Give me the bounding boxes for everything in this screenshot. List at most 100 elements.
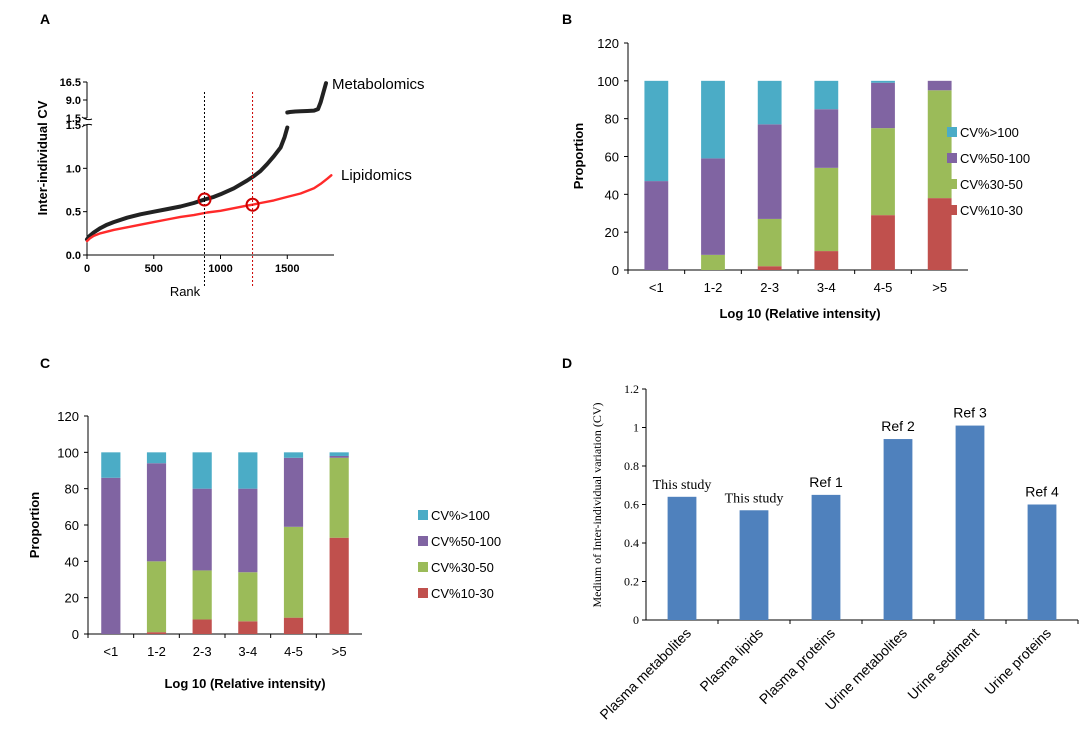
d-bar — [811, 494, 841, 620]
panel-c-x-axis-label: Log 10 (Relative intensity) — [164, 676, 325, 691]
a-series-line-2 — [85, 174, 333, 243]
legend-label: CV%50-100 — [431, 534, 501, 549]
panel-a-annotation-metabolomics: Metabolomics — [332, 76, 425, 93]
x-tick-label: 1-2 — [147, 644, 166, 659]
bar-segment — [329, 455, 349, 458]
a-axis-break-upper — [81, 116, 93, 121]
y-tick-label: 100 — [57, 445, 79, 460]
d-x-tick-label: Plasma lipids — [696, 625, 766, 695]
d-y-tick-label: 0.8 — [624, 459, 639, 473]
d-bar-label: This study — [725, 491, 784, 506]
bar-segment — [192, 488, 212, 571]
bar-segment — [927, 90, 952, 199]
bar-segment — [644, 181, 669, 270]
y-tick-label: 100 — [597, 74, 619, 89]
bar-segment — [283, 452, 304, 458]
bar-segment — [238, 452, 258, 489]
panel-label-c: C — [40, 355, 50, 371]
panel-a-y-axis-label: Inter-individual CV — [35, 100, 50, 215]
panel-d-y-axis-label: Medium of Inter-individual variation (CV… — [590, 402, 604, 607]
panel-b-x-axis-label: Log 10 (Relative intensity) — [719, 306, 880, 321]
bar-segment — [101, 452, 121, 478]
a-y-tick-label: 1.5 — [66, 120, 81, 132]
bar-segment — [192, 619, 212, 634]
bar-segment — [701, 158, 725, 255]
panel-c-legend: CV%>100 CV%50-100 CV%30-50 CV%10-30 — [418, 508, 501, 601]
bar-segment — [814, 80, 839, 110]
legend-label: CV%30-50 — [960, 177, 1023, 192]
d-x-tick-label: Plasma metabolites — [596, 625, 694, 723]
bar-segment — [329, 452, 349, 456]
a-series-line-0 — [85, 125, 290, 242]
y-tick-label: 40 — [65, 554, 79, 569]
x-tick-label: >5 — [332, 644, 347, 659]
bar-segment — [146, 463, 167, 562]
bar-segment — [927, 198, 952, 270]
legend-label: CV%30-50 — [431, 560, 494, 575]
legend-swatch — [947, 153, 957, 163]
a-y-tick-label: 1.0 — [66, 163, 81, 175]
a-x-tick-label: 1000 — [208, 263, 232, 275]
d-bar — [883, 439, 913, 620]
bar-segment — [701, 80, 725, 159]
bar-segment — [283, 526, 304, 618]
panel-label-a: A — [40, 11, 50, 27]
panel-a-annotation-lipidomics: Lipidomics — [341, 167, 412, 184]
bar-segment — [814, 109, 839, 168]
x-tick-label: <1 — [649, 280, 664, 295]
bar-segment — [757, 218, 782, 267]
panel-a-axes: 0 500 1000 1500 0.0 0.5 1.0 1.51.5 9.0 16.5 — [60, 77, 334, 275]
panel-b-axes: 0 20 40 60 80 100 120 <1 1-2 2-3 3-4 4-5 >5 — [597, 36, 968, 295]
d-y-tick-label: 0.4 — [624, 536, 639, 550]
d-bar-label: Ref 2 — [881, 418, 915, 434]
legend-swatch — [418, 536, 428, 546]
panel-a-series — [85, 81, 333, 243]
bar-segment — [871, 82, 895, 129]
x-tick-label: 2-3 — [760, 280, 779, 295]
a-x-tick-label: 1500 — [275, 263, 299, 275]
d-x-tick-label: Urine proteins — [981, 625, 1054, 698]
legend-swatch — [418, 562, 428, 572]
panel-b-y-axis-label: Proportion — [571, 123, 586, 189]
panel-c-axes: 0 20 40 60 80 100 120 <1 1-2 2-3 3-4 4-5 >5 — [57, 409, 362, 659]
bar-segment — [701, 254, 725, 270]
panel-a-x-axis-label: Rank — [170, 284, 201, 299]
a-y-tick-label-upper: 9.0 — [66, 95, 81, 107]
panel-d-bars: This study This study Ref 1 Ref 2 Ref 3 Ref 4 — [653, 405, 1059, 620]
d-bar-label: This study — [653, 478, 712, 493]
d-bar — [739, 510, 769, 620]
bar-segment — [644, 80, 669, 182]
bar-segment — [101, 477, 121, 634]
panel-c-y-axis-label: Proportion — [27, 492, 42, 558]
legend-swatch — [418, 588, 428, 598]
d-bar-label: Ref 4 — [1025, 484, 1059, 500]
legend-swatch — [947, 179, 957, 189]
d-y-tick-label: 1 — [633, 421, 639, 435]
a-y-tick-label-upper: 1.5 — [66, 113, 81, 125]
panel-a-line-chart: 0 500 1000 1500 0.0 0.5 1.0 1.51.5 9.0 16.5 Inter… — [35, 76, 425, 299]
bar-segment — [814, 167, 839, 252]
panel-a-marks — [197, 92, 260, 286]
a-y-tick-label-upper: 16.5 — [60, 77, 81, 89]
y-tick-label: 120 — [597, 36, 619, 51]
legend-label: CV%>100 — [431, 508, 490, 523]
panel-label-b: B — [562, 11, 572, 27]
x-tick-label: 3-4 — [817, 280, 836, 295]
legend-label: CV%>100 — [960, 125, 1019, 140]
panel-label-d: D — [562, 355, 572, 371]
x-tick-label: 4-5 — [874, 280, 893, 295]
y-tick-label: 80 — [65, 482, 79, 497]
d-x-tick-label: Plasma proteins — [756, 625, 838, 707]
d-bar — [667, 496, 697, 620]
d-x-tick-label: Urine sediment — [904, 625, 982, 703]
bar-segment — [927, 80, 952, 91]
y-tick-label: 60 — [605, 150, 619, 165]
legend-swatch — [947, 205, 957, 215]
y-tick-label: 40 — [605, 187, 619, 202]
panel-b-legend: CV%>100 CV%50-100 CV%30-50 CV%10-30 — [947, 125, 1030, 218]
d-bar-label: Ref 1 — [809, 474, 843, 490]
legend-swatch — [418, 510, 428, 520]
